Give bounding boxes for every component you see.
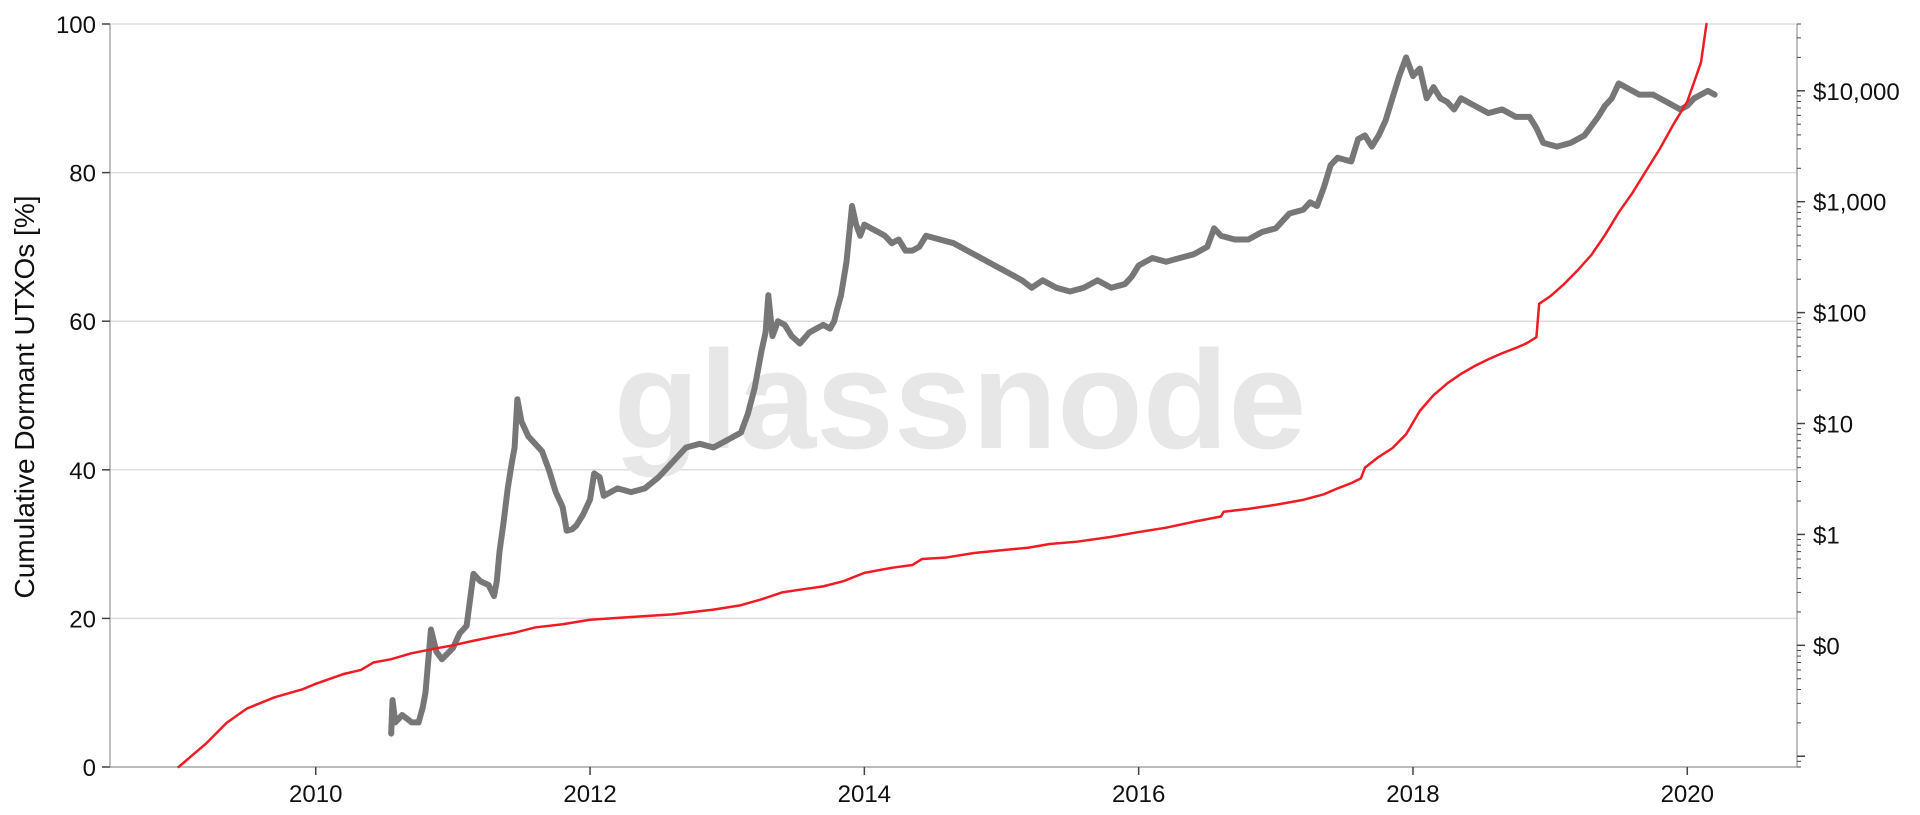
label-layer: 2010 2012 2014 2016 2018 2020 0 20 40 60 80 100 $0 $1…	[56, 12, 1900, 808]
series-layer	[177, 22, 1718, 769]
axis-layer	[102, 23, 1805, 775]
x-tick-label: 2010	[289, 781, 342, 808]
y-tick-label: 40	[69, 458, 96, 485]
series-line-red	[177, 22, 1708, 769]
y-tick-label: 80	[69, 161, 96, 188]
y2-tick-label: $100	[1813, 301, 1866, 328]
y2-tick-label: $0	[1813, 633, 1840, 660]
watermark: glassnode	[614, 321, 1306, 478]
y2-tick-label: $10	[1813, 412, 1853, 439]
x-tick-label: 2016	[1112, 781, 1165, 808]
x-tick-label: 2018	[1386, 781, 1439, 808]
x-tick-label: 2020	[1661, 781, 1714, 808]
y2-tick-label: $10,000	[1813, 79, 1900, 106]
y2-tick-label: $1,000	[1813, 190, 1886, 217]
y-tick-label: 60	[69, 309, 96, 336]
y-tick-label: 100	[56, 12, 96, 39]
series-line-gray	[388, 54, 1718, 737]
y2-tick-label: $1	[1813, 522, 1840, 549]
y-axis-title: Cumulative Dormant UTXOs [%]	[9, 196, 40, 599]
y-tick-label: 0	[83, 755, 96, 782]
y-tick-label: 20	[69, 606, 96, 633]
x-tick-label: 2012	[563, 781, 616, 808]
x-tick-label: 2014	[838, 781, 891, 808]
